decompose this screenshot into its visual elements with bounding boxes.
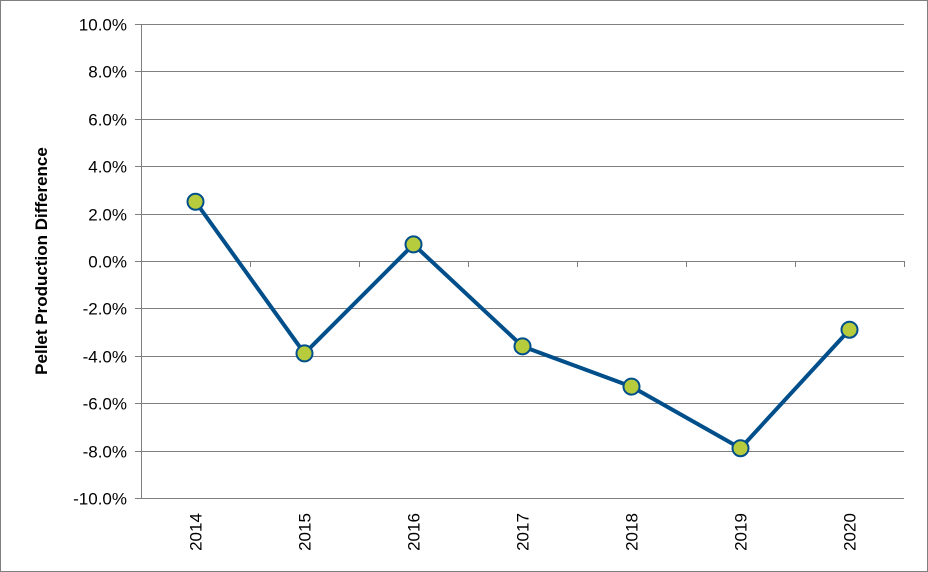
y-tick-label: -4.0% <box>83 348 127 367</box>
y-tick-label: 2.0% <box>88 206 127 225</box>
x-tick-labels: 2014 2015 2016 2017 2018 2019 2020 <box>187 513 860 551</box>
y-tick-label: 10.0% <box>79 16 127 35</box>
y-tick-label: 8.0% <box>88 63 127 82</box>
y-tick-label: -6.0% <box>83 395 127 414</box>
axes <box>135 24 905 499</box>
data-point <box>840 320 859 339</box>
series <box>186 192 859 458</box>
data-point <box>186 192 205 211</box>
data-point <box>404 235 423 254</box>
y-axis-title: Pellet Production Difference <box>32 147 51 375</box>
series-line <box>193 200 851 451</box>
data-point <box>295 344 314 363</box>
x-tick-label: 2020 <box>841 513 860 551</box>
y-tick-label: -2.0% <box>83 300 127 319</box>
y-tick-label: 4.0% <box>88 158 127 177</box>
y-tick-label: -8.0% <box>83 443 127 462</box>
x-tick-label: 2016 <box>405 513 424 551</box>
data-point <box>731 439 750 458</box>
data-point <box>622 377 641 396</box>
y-tick-label: 0.0% <box>88 253 127 272</box>
x-tick-label: 2019 <box>732 513 751 551</box>
x-tick-label: 2014 <box>187 513 206 551</box>
y-tick-label: -10.0% <box>73 490 127 509</box>
x-tick-label: 2015 <box>296 513 315 551</box>
x-tick-label: 2017 <box>514 513 533 551</box>
y-tick-labels: -10.0% -8.0% -6.0% -4.0% -2.0% 0.0% 2.0% 4.0% 6.… <box>73 16 127 509</box>
y-tick-label: 6.0% <box>88 111 127 130</box>
data-point <box>513 337 532 356</box>
x-tick-label: 2018 <box>623 513 642 551</box>
